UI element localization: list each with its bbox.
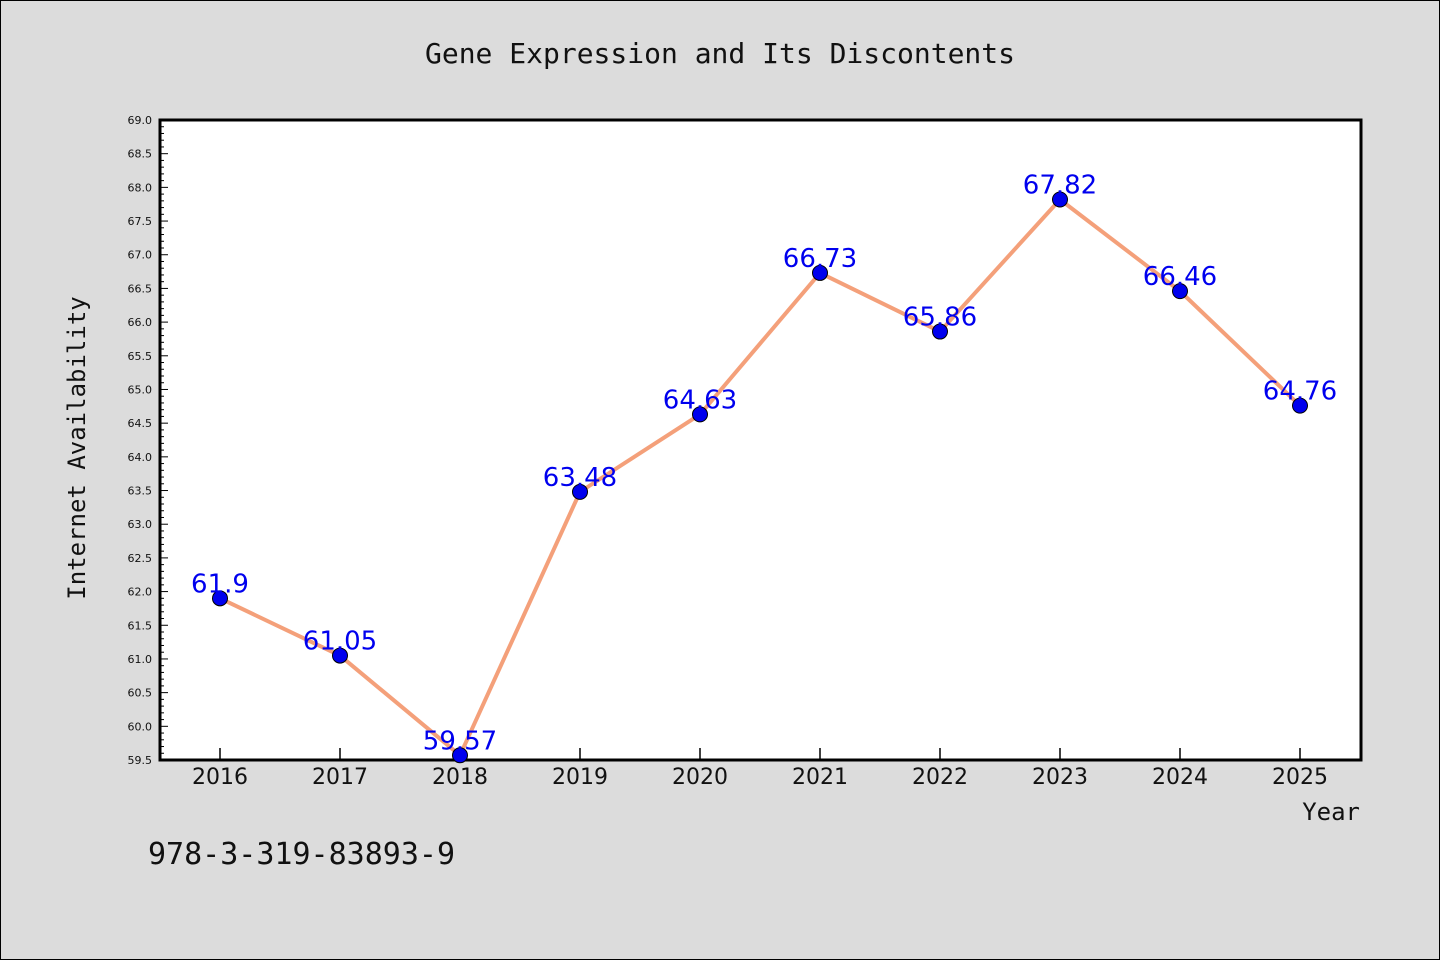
y-axis-title: Internet Availability: [63, 296, 91, 599]
y-tick-label: 63.0: [128, 518, 153, 531]
y-tick-label: 63.5: [128, 485, 153, 498]
y-tick-label: 62.0: [128, 586, 153, 599]
y-tick-label: 61.5: [128, 619, 153, 632]
x-tick-label: 2020: [672, 765, 728, 790]
data-label: 63.48: [543, 463, 617, 493]
y-tick-label: 62.5: [128, 552, 153, 565]
x-tick-label: 2024: [1152, 765, 1208, 790]
x-tick-label: 2021: [792, 765, 848, 790]
x-tick-label: 2025: [1272, 765, 1328, 790]
data-labels: 61.9 61.05 59.57 63.48 64.63 66.73 65.86 67.82 6…: [191, 170, 1337, 756]
x-tick-label: 2019: [552, 765, 608, 790]
data-point: [1292, 397, 1308, 414]
x-tick-label: 2022: [912, 765, 968, 790]
y-tick-label: 68.0: [128, 181, 153, 194]
data-label: 64.76: [1263, 377, 1337, 407]
data-label: 61.9: [191, 569, 249, 599]
data-point: [1172, 283, 1188, 300]
y-tick-label: 69.0: [128, 114, 153, 127]
x-tick-label: 2016: [192, 765, 248, 790]
data-point: [1052, 191, 1068, 208]
y-tick-label: 67.5: [128, 215, 153, 228]
y-tick-label: 68.5: [128, 148, 153, 161]
data-point: [572, 483, 588, 500]
x-tick-label: 2018: [432, 765, 488, 790]
y-tick-label: 65.5: [128, 350, 153, 363]
data-label: 59.57: [423, 726, 497, 756]
data-label: 64.63: [663, 385, 737, 415]
y-tick-label: 64.0: [128, 451, 153, 464]
y-tick-label: 66.5: [128, 282, 153, 295]
data-label: 66.73: [783, 244, 857, 274]
series-line-path: [219, 197, 1302, 758]
y-tick-label: 64.5: [128, 417, 153, 430]
data-label: 65.86: [903, 303, 977, 333]
y-axis: 59.5 60.0 60.5 61.0 61.5 62.0 62.5 63.0 63.5 64.0…: [128, 114, 168, 767]
data-point: [692, 406, 708, 423]
x-axis-title: Year: [1302, 798, 1360, 826]
plot-area: [158, 118, 1363, 762]
series-line: [219, 197, 1302, 758]
chart-title: Gene Expression and Its Discontents: [425, 37, 1015, 70]
x-axis: 2016 2017 2018 2019 2020 2021 2022 2023 2024 2025: [192, 748, 1328, 790]
x-tick-label: 2017: [312, 765, 368, 790]
y-tick-label: 61.0: [128, 653, 153, 666]
y-tick-label: 66.0: [128, 316, 153, 329]
footnote-isbn: 978-3-319-83893-9: [148, 837, 455, 872]
y-tick-label: 60.5: [128, 687, 153, 700]
data-point: [932, 323, 948, 340]
y-tick-label: 65.0: [128, 383, 153, 396]
data-point: [452, 747, 468, 764]
data-point: [332, 647, 348, 664]
data-label: 67.82: [1023, 170, 1097, 200]
series-markers: [212, 191, 1308, 764]
data-point: [212, 590, 228, 607]
x-tick-label: 2023: [1032, 765, 1088, 790]
data-label: 61.05: [303, 627, 377, 657]
data-point: [812, 264, 828, 281]
y-tick-label: 60.0: [128, 720, 153, 733]
y-tick-label: 59.5: [128, 754, 153, 767]
y-tick-label: 67.0: [128, 249, 153, 262]
data-label: 66.46: [1143, 262, 1217, 292]
